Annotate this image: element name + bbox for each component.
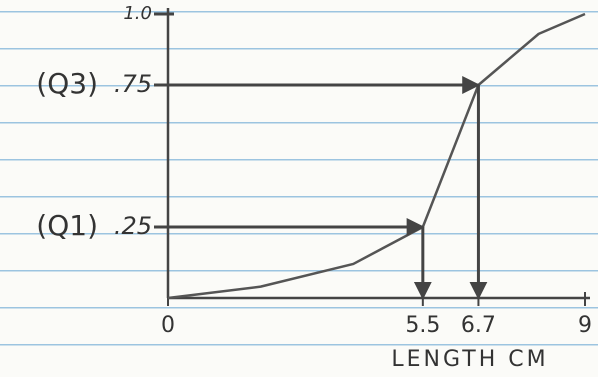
x-tick-label: 0 xyxy=(161,313,175,338)
y-tick-label: .25 xyxy=(114,212,152,240)
x-tick-label: 9 xyxy=(578,313,592,338)
curve xyxy=(168,14,585,298)
x-tick-label: 5.5 xyxy=(405,313,440,338)
quartile-label: (Q3) xyxy=(36,67,98,100)
quartile-label: (Q1) xyxy=(36,209,98,242)
chart: LENGTH CM .25 .75 1.0 0 5.5 6.7 9 (Q1) (Q3) xyxy=(0,0,598,377)
y-tick-label: .75 xyxy=(114,70,152,98)
x-tick-label: 6.7 xyxy=(461,313,496,338)
x-axis-label: LENGTH CM xyxy=(391,347,548,372)
y-tick-label: 1.0 xyxy=(123,3,152,24)
